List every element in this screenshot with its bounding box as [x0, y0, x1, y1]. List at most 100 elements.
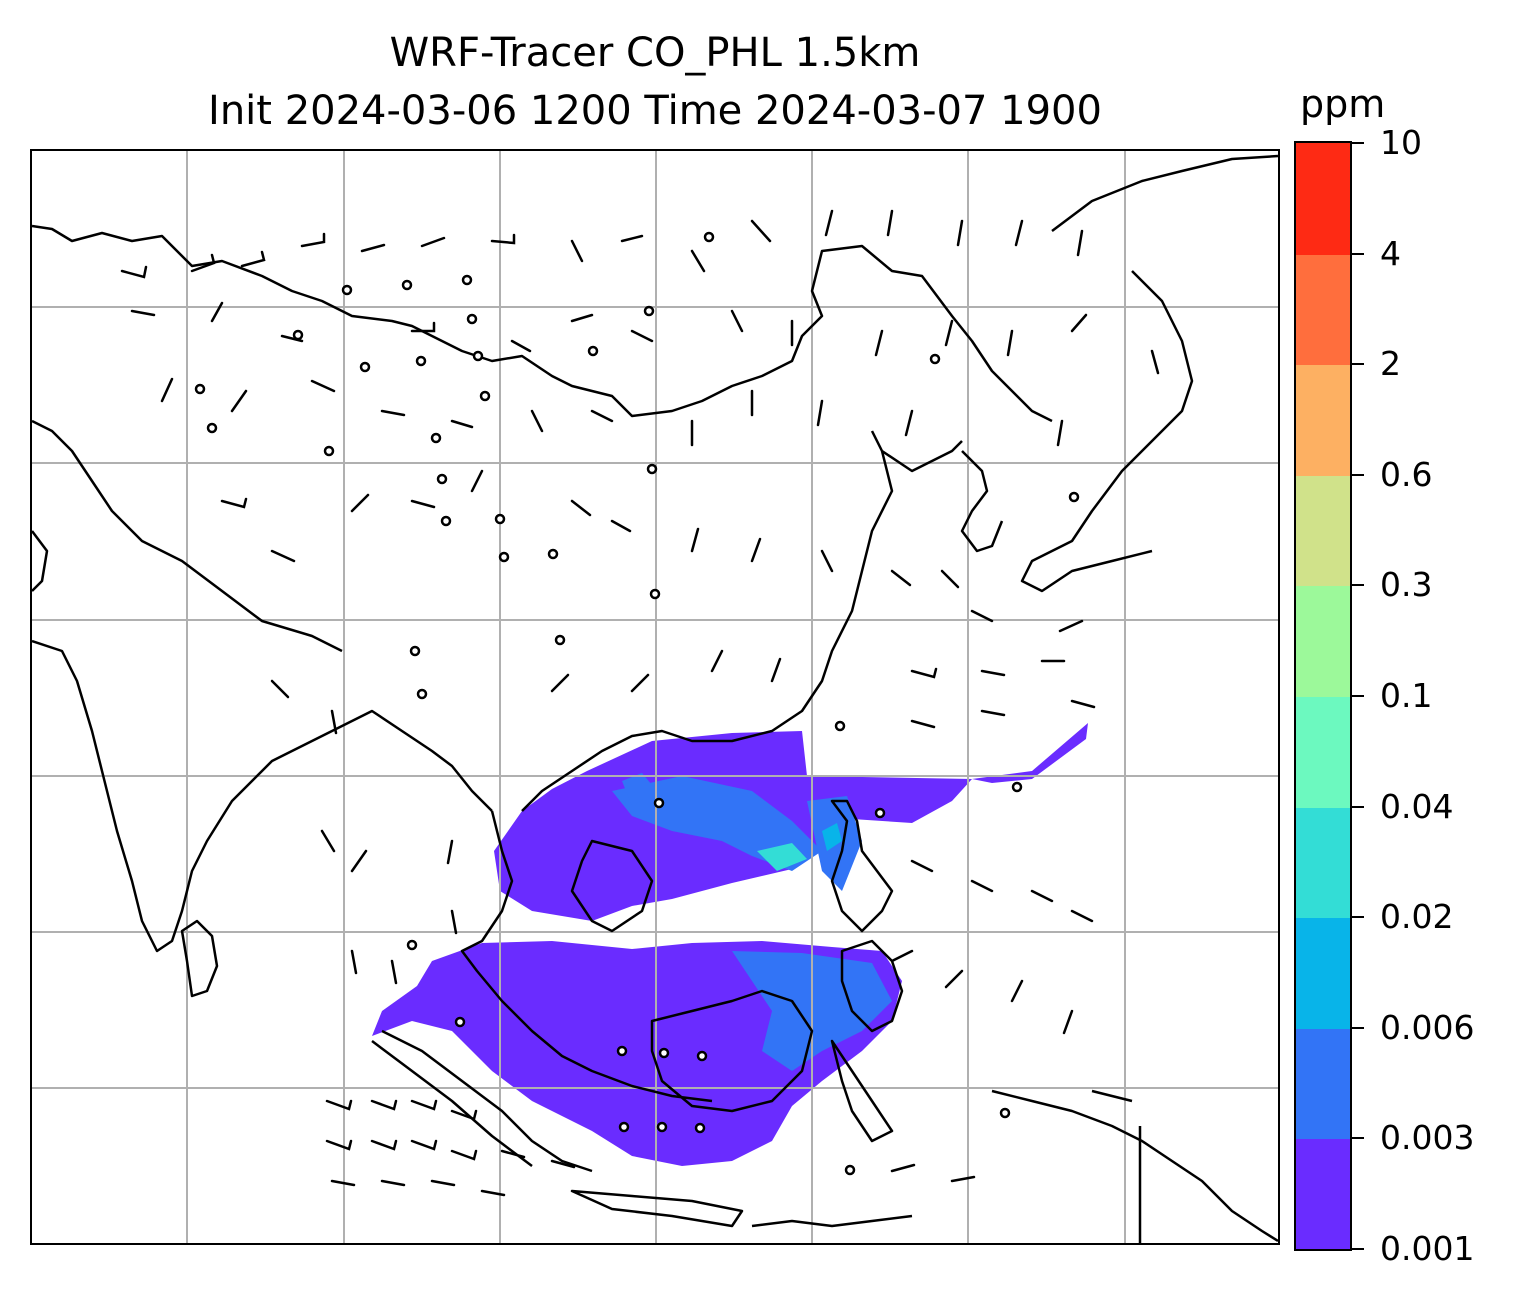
wind-barb: [410, 499, 436, 509]
tracer-plume-peak: [757, 823, 842, 871]
wind-barb: [450, 1149, 478, 1161]
colorbar-segment: [1296, 253, 1350, 366]
wind-barb: [1058, 619, 1084, 633]
calm-marker: [844, 1164, 856, 1176]
wind-barb: [325, 1099, 353, 1111]
coast-russia-far-east: [1051, 154, 1278, 232]
colorbar-unit-label: ppm: [1300, 82, 1386, 126]
calm-marker: [874, 807, 886, 819]
calm-marker: [929, 353, 941, 365]
colorbar-tick-label: 0.3: [1380, 565, 1433, 605]
coast-korea: [960, 450, 1004, 553]
colorbar-tick-label: 0.001: [1380, 1229, 1475, 1268]
colorbar-tick-label: 0.1: [1380, 676, 1433, 715]
colorbar-tick: [1352, 695, 1364, 697]
colorbar-segment: [1296, 585, 1350, 697]
colorbar-segment: [1296, 143, 1350, 255]
calm-marker: [703, 231, 715, 243]
calm-marker: [416, 688, 428, 700]
wind-barb: [470, 469, 484, 493]
wind-barb: [570, 499, 592, 517]
colorbar-tick: [1352, 584, 1364, 587]
calm-marker: [461, 274, 473, 286]
wind-barb: [910, 859, 934, 873]
wind-barb: [220, 497, 248, 509]
colorbar-tick-label: 4: [1380, 233, 1401, 273]
wind-barb: [816, 399, 824, 427]
wind-barb: [610, 519, 632, 533]
wind-barb: [450, 419, 474, 429]
map-panel: [30, 149, 1280, 1245]
calm-marker: [206, 422, 218, 434]
map-title-line-2: Init 2024-03-06 1200 Time 2024-03-07 190…: [208, 88, 1102, 134]
wind-barb: [824, 209, 834, 237]
colorbar-tick-label: 0.04: [1380, 786, 1454, 826]
wind-barb: [310, 379, 336, 393]
wind-barb: [940, 569, 960, 589]
calm-marker: [454, 1016, 466, 1028]
calm-marker: [618, 1121, 630, 1133]
calm-marker: [359, 361, 371, 373]
wind-barb: [710, 649, 724, 673]
plume-level-002: [757, 843, 807, 871]
coast-sumatra: [371, 1029, 593, 1173]
coastlines: [32, 154, 1278, 1243]
wind-barb: [970, 609, 994, 623]
wind-barb: [350, 949, 358, 975]
wind-barb: [630, 673, 650, 693]
calm-marker: [430, 432, 442, 444]
colorbar-segment: [1296, 806, 1350, 919]
calm-marker: [554, 634, 566, 646]
wind-barb: [240, 250, 266, 268]
colorbar-tick-label: 0.006: [1380, 1007, 1475, 1047]
calm-marker: [834, 720, 846, 732]
wind-barb: [1014, 219, 1024, 247]
wind-barb: [480, 1189, 506, 1197]
calm-marker: [999, 1107, 1011, 1119]
wind-barb: [130, 309, 156, 317]
wind-barb: [890, 569, 912, 587]
wind-barb: [570, 313, 594, 323]
wind-barb: [904, 409, 914, 437]
plume-level-0006: [822, 823, 842, 851]
colorbar-tick: [1352, 916, 1364, 919]
colorbar-segment: [1296, 917, 1350, 1029]
wind-barb: [690, 249, 706, 273]
coast-china-east: [521, 430, 963, 812]
colorbar-tick: [1352, 805, 1364, 808]
calm-marker: [436, 473, 448, 485]
wind-barb: [1070, 909, 1094, 923]
wind-barb: [120, 265, 148, 279]
wind-barb: [270, 549, 296, 563]
calm-marker: [479, 390, 491, 402]
calm-marker: [1011, 781, 1023, 793]
coast-lesser-sunda: [751, 1214, 913, 1228]
calm-marker: [656, 1121, 668, 1133]
wind-barb: [890, 1163, 916, 1173]
wind-barb: [956, 219, 964, 247]
calm-marker: [440, 515, 452, 527]
plume-level-0003-d: [622, 773, 657, 806]
map-canvas: [32, 151, 1278, 1243]
calm-marker: [649, 588, 661, 600]
plume-east-finger: [972, 723, 1088, 783]
calm-marker: [401, 279, 413, 291]
wind-barb: [210, 301, 224, 323]
calm-marker: [409, 645, 421, 657]
colorbar-tick-label: 0.02: [1380, 897, 1454, 937]
calm-marker: [696, 1050, 708, 1062]
colorbar-segment: [1296, 696, 1350, 808]
colorbar: [1294, 141, 1352, 1251]
calm-marker: [292, 329, 304, 341]
calm-marker: [694, 1122, 706, 1134]
wind-barb: [1010, 979, 1024, 1003]
wind-barb: [1062, 1009, 1074, 1035]
wind-barb: [230, 389, 248, 413]
wind-barb: [360, 243, 386, 253]
colorbar-tick-label: 0.6: [1380, 454, 1433, 494]
wind-barb: [320, 829, 336, 853]
calm-marker: [587, 345, 599, 357]
wind-barb: [380, 1179, 406, 1187]
colorbar-segment: [1296, 364, 1350, 476]
colorbar-tick: [1352, 1026, 1364, 1029]
